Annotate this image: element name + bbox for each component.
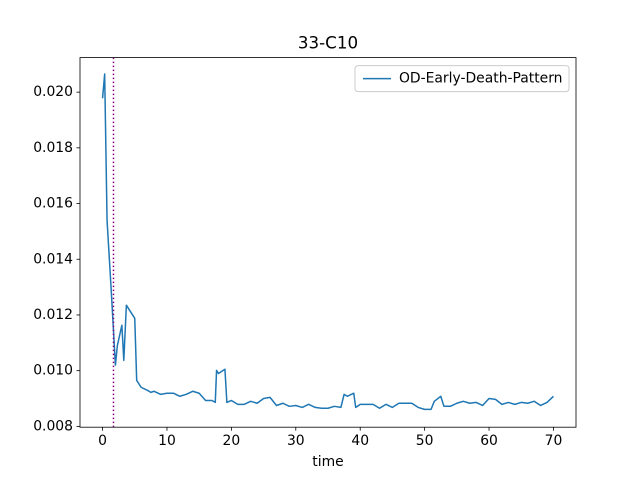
x-tick-label: 40 <box>351 433 369 449</box>
x-tick-label: 0 <box>98 433 107 449</box>
y-tick-label: 0.014 <box>33 251 73 267</box>
y-tick-label: 0.018 <box>33 140 73 156</box>
legend-label: OD-Early-Death-Pattern <box>399 71 562 87</box>
chart-title: 33-C10 <box>298 33 358 53</box>
legend-box <box>354 65 570 93</box>
line-series <box>101 73 554 411</box>
x-tick-label: 60 <box>480 433 498 449</box>
y-tick-label: 0.012 <box>33 307 73 323</box>
y-tick-label: 0.008 <box>33 418 73 434</box>
y-tick-label: 0.020 <box>33 84 73 100</box>
y-tick-label: 0.010 <box>33 363 73 379</box>
axes-frame <box>79 57 577 428</box>
x-tick-label: 20 <box>223 433 241 449</box>
x-tick-label: 30 <box>287 433 305 449</box>
y-tick-label: 0.016 <box>33 196 73 212</box>
x-tick-label: 10 <box>158 433 176 449</box>
x-axis-label: time <box>312 454 343 470</box>
x-tick-label: 70 <box>545 433 563 449</box>
x-tick-label: 50 <box>416 433 434 449</box>
